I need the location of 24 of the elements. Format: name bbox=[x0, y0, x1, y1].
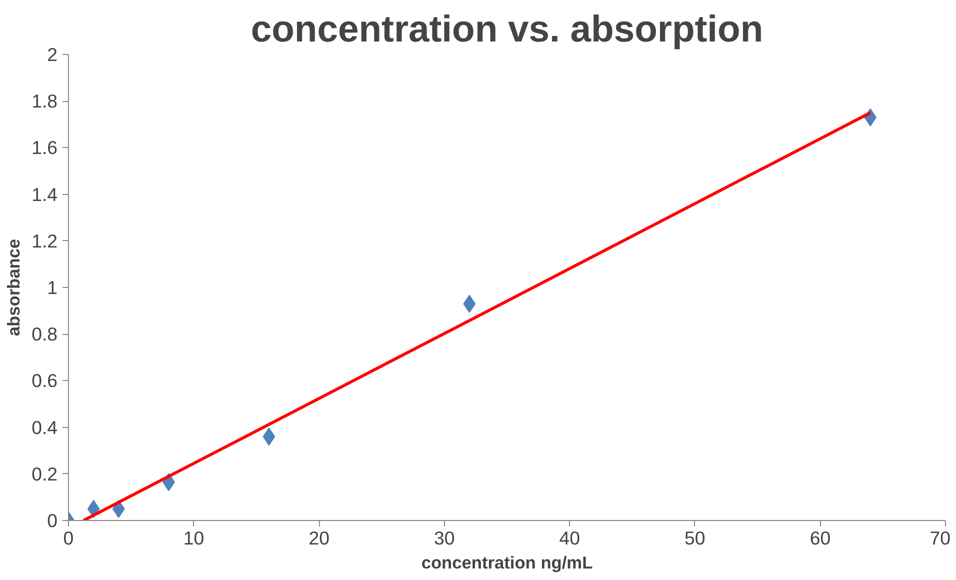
chart-title: concentration vs. absorption bbox=[250, 8, 764, 50]
point bbox=[262, 428, 276, 446]
x-tick-label: 10 bbox=[183, 528, 204, 548]
y-tick-label: 0.4 bbox=[32, 416, 58, 438]
y-tick-label: 1.6 bbox=[32, 137, 58, 158]
y-tick-label: 2 bbox=[47, 44, 58, 65]
x-tick-label: 50 bbox=[684, 528, 706, 548]
y-tick-label: 1 bbox=[47, 277, 58, 298]
y-tick-label: 0 bbox=[47, 510, 58, 531]
y-tick-label: 0.6 bbox=[32, 370, 58, 392]
point bbox=[463, 294, 476, 313]
x-tick-label: 70 bbox=[930, 528, 951, 548]
y-axis-title: absorbance bbox=[4, 238, 24, 336]
x-tick-label: 60 bbox=[810, 528, 831, 548]
y-tick-label: 1.4 bbox=[32, 184, 58, 205]
x-tick-label: 40 bbox=[559, 528, 580, 548]
x-tick-label: 0 bbox=[63, 528, 74, 548]
y-tick-label: 1.2 bbox=[32, 230, 58, 252]
x-tick-label: 20 bbox=[308, 528, 330, 548]
x-tick-label: 30 bbox=[434, 528, 455, 548]
x-axis-title: concentration ng/mL bbox=[421, 552, 594, 572]
y-tick-label: 1.8 bbox=[32, 90, 58, 112]
y-tick-label: 0.2 bbox=[32, 463, 58, 484]
y-tick-label: 0.8 bbox=[32, 324, 58, 345]
